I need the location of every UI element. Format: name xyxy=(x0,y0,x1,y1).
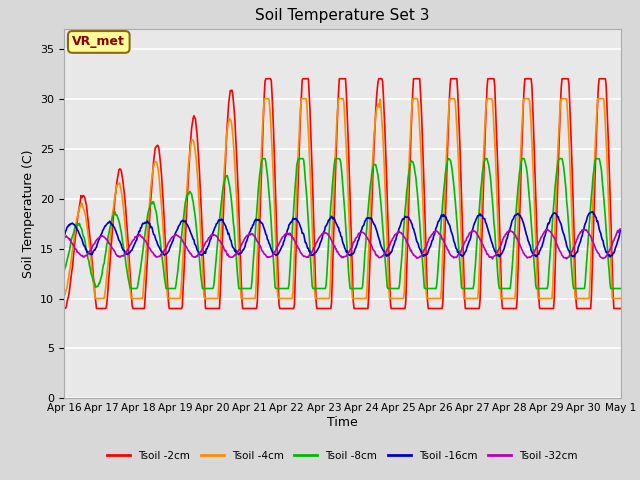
Tsoil -32cm xyxy=(617,226,625,232)
Tsoil -16cm xyxy=(589,209,596,215)
Tsoil -2cm xyxy=(566,119,574,124)
Tsoil -8cm xyxy=(259,156,267,162)
Tsoil -16cm xyxy=(334,224,342,230)
Tsoil -32cm xyxy=(206,233,214,239)
Tsoil -4cm xyxy=(617,296,625,301)
Tsoil -2cm xyxy=(262,76,269,82)
Tsoil -4cm xyxy=(390,296,397,301)
Tsoil -16cm xyxy=(182,220,190,226)
Y-axis label: Soil Temperature (C): Soil Temperature (C) xyxy=(22,149,35,278)
Line: Tsoil -4cm: Tsoil -4cm xyxy=(64,99,621,299)
Line: Tsoil -32cm: Tsoil -32cm xyxy=(64,229,621,259)
Tsoil -4cm xyxy=(445,113,452,119)
Legend: Tsoil -2cm, Tsoil -4cm, Tsoil -8cm, Tsoil -16cm, Tsoil -32cm: Tsoil -2cm, Tsoil -4cm, Tsoil -8cm, Tsoi… xyxy=(103,447,582,465)
Tsoil -2cm xyxy=(444,143,451,149)
Tsoil -32cm xyxy=(182,243,190,249)
Line: Tsoil -2cm: Tsoil -2cm xyxy=(64,79,621,309)
Tsoil -2cm xyxy=(182,217,190,223)
Tsoil -32cm xyxy=(443,245,451,251)
X-axis label: Time: Time xyxy=(327,416,358,429)
Line: Tsoil -8cm: Tsoil -8cm xyxy=(64,159,621,288)
Tsoil -8cm xyxy=(183,192,191,198)
Tsoil -16cm xyxy=(388,248,396,254)
Tsoil -2cm xyxy=(335,89,342,95)
Tsoil -32cm xyxy=(334,249,342,255)
Tsoil -32cm xyxy=(60,234,68,240)
Tsoil -8cm xyxy=(207,286,215,291)
Tsoil -16cm xyxy=(443,217,451,223)
Tsoil -16cm xyxy=(60,232,68,238)
Tsoil -16cm xyxy=(566,250,573,256)
Tsoil -4cm xyxy=(261,96,269,102)
Tsoil -32cm xyxy=(566,251,574,257)
Tsoil -8cm xyxy=(617,286,625,291)
Tsoil -8cm xyxy=(127,286,134,291)
Tsoil -4cm xyxy=(568,193,575,199)
Tsoil -8cm xyxy=(60,269,68,275)
Tsoil -32cm xyxy=(616,226,624,232)
Text: VR_met: VR_met xyxy=(72,36,125,48)
Tsoil -4cm xyxy=(207,296,215,301)
Tsoil -8cm xyxy=(390,286,397,291)
Tsoil -16cm xyxy=(206,237,214,242)
Tsoil -8cm xyxy=(568,261,575,267)
Tsoil -16cm xyxy=(617,228,625,233)
Line: Tsoil -16cm: Tsoil -16cm xyxy=(64,212,621,257)
Tsoil -2cm xyxy=(389,306,397,312)
Tsoil -2cm xyxy=(206,306,214,312)
Tsoil -16cm xyxy=(606,254,614,260)
Tsoil -2cm xyxy=(60,306,68,312)
Title: Soil Temperature Set 3: Soil Temperature Set 3 xyxy=(255,9,429,24)
Tsoil -8cm xyxy=(335,156,343,162)
Tsoil -32cm xyxy=(388,238,396,243)
Tsoil -8cm xyxy=(445,156,452,162)
Tsoil -32cm xyxy=(488,256,496,262)
Tsoil -4cm xyxy=(335,96,343,102)
Tsoil -4cm xyxy=(60,290,68,296)
Tsoil -2cm xyxy=(617,306,625,312)
Tsoil -4cm xyxy=(92,296,100,301)
Tsoil -4cm xyxy=(183,184,191,190)
